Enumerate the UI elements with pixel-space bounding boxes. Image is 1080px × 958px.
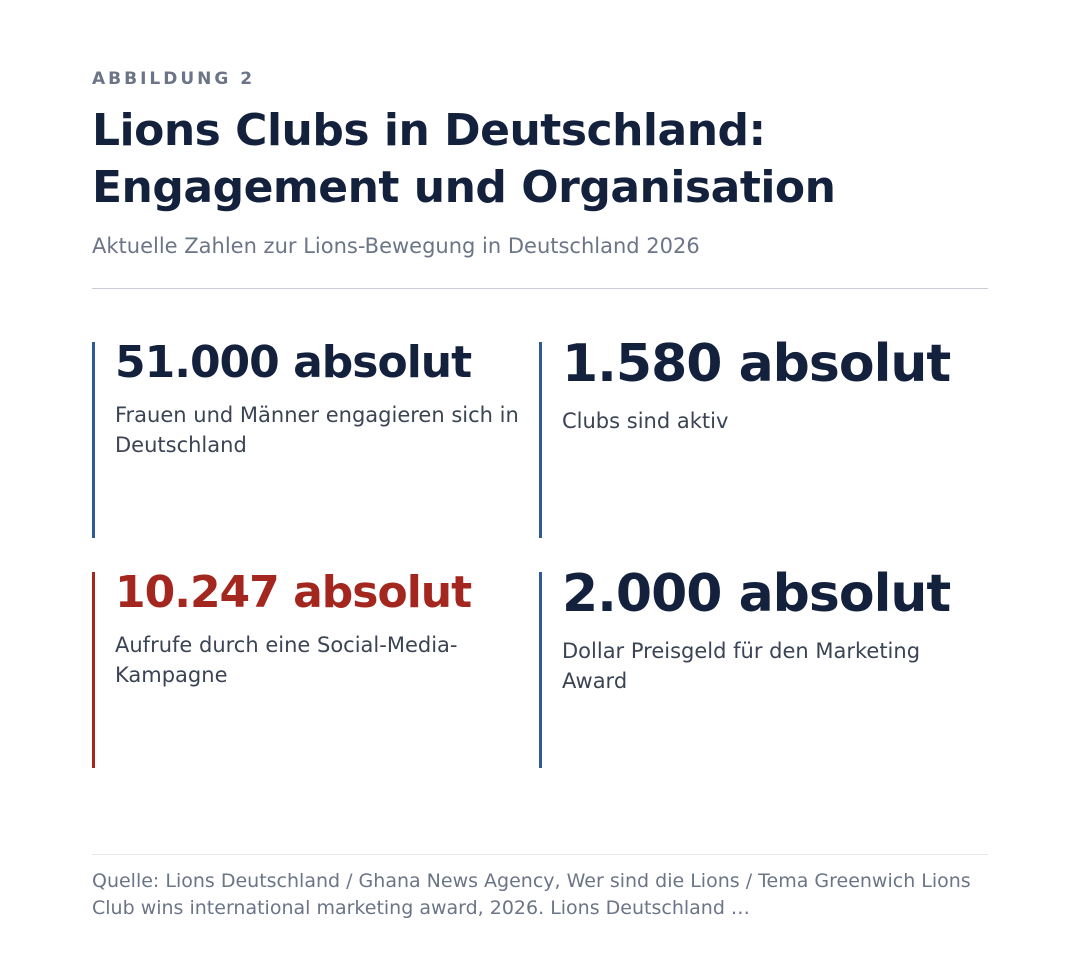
figure-subtitle: Aktuelle Zahlen zur Lions-Bewegung in De… — [92, 234, 700, 258]
figure: ABBILDUNG 2 Lions Clubs in Deutschland: … — [92, 66, 988, 919]
figure-title-line-2: Engagement und Organisation — [92, 162, 836, 213]
stat-value: 10.247 absolut — [115, 567, 472, 618]
stat-description: Frauen und Männer engagieren sich in Deu… — [115, 403, 519, 457]
stat-members: 51.000 absolut Frauen und Männer engagie… — [92, 338, 522, 538]
stat-views: 10.247 absolut Aufrufe durch eine Social… — [92, 568, 522, 768]
stat-description: Aufrufe durch eine Social-Media-Kampagne — [115, 633, 458, 687]
header-divider — [92, 288, 988, 289]
figure-title: Lions Clubs in Deutschland: Engagement u… — [92, 102, 988, 216]
stat-description: Clubs sind aktiv — [562, 409, 729, 433]
stat-value: 2.000 absolut — [562, 564, 951, 624]
source-note: Quelle: Lions Deutschland / Ghana News A… — [92, 870, 971, 919]
stat-description: Dollar Preisgeld für den Marketing Award — [562, 639, 921, 693]
source-divider — [92, 854, 988, 855]
stats-grid: 51.000 absolut Frauen und Männer engagie… — [92, 336, 988, 802]
stat-value: 51.000 absolut — [115, 337, 472, 388]
figure-label: ABBILDUNG 2 — [92, 69, 256, 89]
stat-value: 1.580 absolut — [562, 334, 951, 394]
stat-prize-money: 2.000 absolut Dollar Preisgeld für den M… — [539, 566, 969, 768]
stat-clubs: 1.580 absolut Clubs sind aktiv — [539, 336, 969, 538]
figure-title-line-1: Lions Clubs in Deutschland: — [92, 105, 766, 156]
